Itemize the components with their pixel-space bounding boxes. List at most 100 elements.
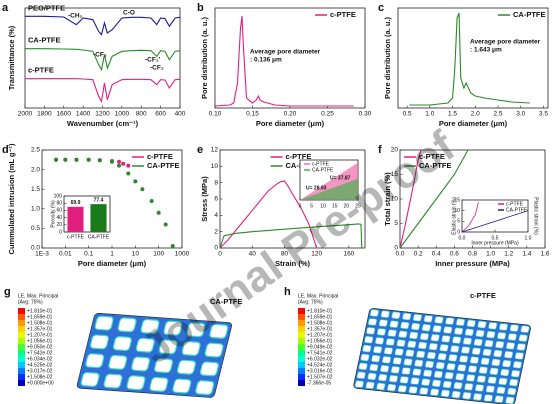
mesh-hole xyxy=(482,348,492,357)
x-axis-label: Wavenumber (cm⁻¹) xyxy=(67,119,139,128)
x-tick-label: 3.5 xyxy=(539,111,548,118)
colorbar-cell xyxy=(298,326,305,332)
mesh-title: CA-PTFE xyxy=(210,297,243,306)
mesh-hole xyxy=(476,375,486,383)
x-axis-label: Pore diameter (μm) xyxy=(78,259,147,268)
mesh-hole xyxy=(520,325,530,333)
line xyxy=(461,210,529,233)
x-tick-label: 600 xyxy=(155,111,166,118)
mesh-hole xyxy=(131,356,151,372)
plot-frame xyxy=(63,195,111,233)
mesh-hole xyxy=(385,338,395,346)
colorbar-label: +1.207e-01 xyxy=(307,332,333,338)
mesh-hole xyxy=(358,362,368,371)
x-tick-label: 1.2 xyxy=(504,251,513,258)
x-axis-label: Pore diameter (μm) xyxy=(256,119,325,128)
mesh-hole xyxy=(410,377,420,385)
plot-frame xyxy=(397,7,549,109)
mesh-hole xyxy=(446,363,456,371)
mesh-hole xyxy=(390,366,400,374)
marker xyxy=(117,163,122,168)
line xyxy=(25,48,181,72)
x-axis-label: Inner pressure (MPa) xyxy=(435,259,510,268)
x-tick-label: 0.30 xyxy=(359,111,372,118)
line xyxy=(461,202,479,233)
legend-label: c-PTFE xyxy=(419,152,445,161)
mesh-hole xyxy=(378,373,388,382)
mesh-hole xyxy=(392,357,402,365)
colorbar-label: +1.508e-01 xyxy=(307,320,333,326)
legend-label: CA-PTFE xyxy=(506,207,528,213)
marker xyxy=(126,163,131,168)
mesh-hole xyxy=(509,378,519,387)
x-tick-label: 2.5 xyxy=(493,111,502,118)
mesh-hole xyxy=(371,354,381,363)
x-tick-label: 40 xyxy=(249,251,257,258)
mesh-hole xyxy=(432,379,441,387)
mesh-hole xyxy=(494,395,504,403)
mesh-hole xyxy=(491,358,501,367)
mesh-hole xyxy=(443,326,453,334)
x-tick-label: 1.0 xyxy=(525,235,532,241)
mesh-title: c-PTFE xyxy=(470,291,496,300)
legend-label: c-PTFE xyxy=(506,201,524,207)
mesh xyxy=(353,308,531,404)
colorbar-label: +3.017e-02 xyxy=(27,368,53,374)
colorbar-label: +9.049e-02 xyxy=(307,344,333,350)
mesh-hole xyxy=(421,378,431,386)
mesh-hole xyxy=(413,313,422,322)
x-tick-label: 1000 xyxy=(175,251,190,258)
colorbar-label: +1.659e-01 xyxy=(27,314,53,320)
mesh-hole xyxy=(375,337,384,345)
mesh-hole xyxy=(407,340,417,348)
annotation: -CF₂' xyxy=(145,57,161,64)
line xyxy=(399,149,469,249)
y2-axis-label: Plastic strain (%) xyxy=(533,197,539,235)
colorbar-label: +1.659e-01 xyxy=(307,314,333,320)
x-tick-label: 120 xyxy=(311,251,322,258)
legend-label: c-PTFE xyxy=(330,10,356,19)
colorbar-cell xyxy=(298,332,305,338)
marker xyxy=(121,161,126,166)
panel-label: b xyxy=(197,2,204,14)
plot-frame xyxy=(214,7,366,109)
colorbar-cell xyxy=(18,350,25,356)
annotation: : 0.136 μm xyxy=(250,57,282,64)
y-tick-label: 40 xyxy=(56,215,62,221)
x-tick-label: 15 xyxy=(332,203,338,209)
mesh-hole xyxy=(514,352,524,360)
mesh-hole xyxy=(376,328,386,336)
colorbar-cell xyxy=(18,356,25,362)
legend-label: CA-PTFE xyxy=(419,161,452,170)
colorbar-label: +7.541e-02 xyxy=(307,350,333,356)
colorbar-label: +7.542e-02 xyxy=(27,350,53,356)
mesh-hole xyxy=(149,376,169,392)
y-tick-label: 20 xyxy=(391,147,399,154)
mesh-hole xyxy=(496,386,506,394)
mesh-hole xyxy=(414,359,424,367)
x-tick-label: 800 xyxy=(136,111,147,118)
colorbar-label: +4.524e-02 xyxy=(307,362,333,368)
legend-label: c-PTFE xyxy=(28,66,54,75)
mesh-hole xyxy=(444,371,454,380)
mesh-hole xyxy=(473,338,483,347)
panel-label: c xyxy=(378,2,384,14)
line xyxy=(409,12,530,106)
mesh-hole xyxy=(85,353,105,369)
mesh-hole xyxy=(468,365,477,373)
x-tick-label: 1.6 xyxy=(540,251,549,258)
mesh-hole xyxy=(440,389,450,398)
colorbar-cell xyxy=(298,374,305,380)
x-tick-label: 0.01 xyxy=(59,251,72,258)
y-tick-label: 15 xyxy=(454,197,460,203)
colorbar-cell xyxy=(298,368,305,374)
mesh-hole xyxy=(158,339,178,355)
mesh-hole xyxy=(126,375,146,391)
mesh-hole xyxy=(499,323,508,331)
mesh-hole xyxy=(380,310,390,318)
colorbar-label: +1.207e-01 xyxy=(27,332,53,338)
x-tick-label: c-PTFE xyxy=(67,234,85,240)
x-tick-label: 160 xyxy=(343,251,354,258)
mesh-hole xyxy=(378,319,388,327)
x-tick-label: 80 xyxy=(281,251,289,258)
